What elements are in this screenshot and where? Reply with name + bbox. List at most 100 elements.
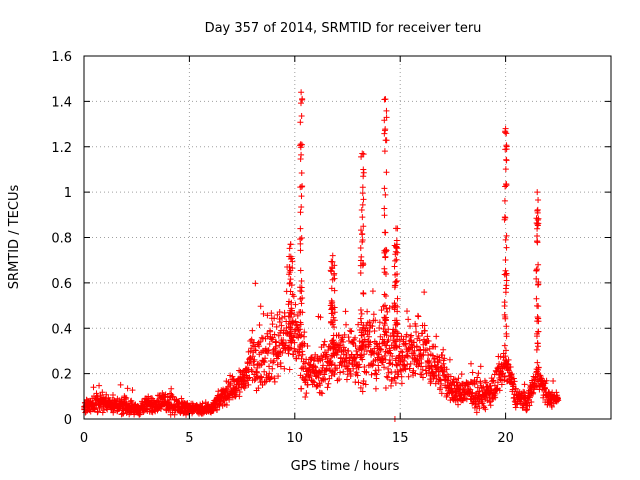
data-point <box>535 196 542 203</box>
data-point <box>324 365 331 372</box>
data-point <box>534 189 541 196</box>
data-point <box>260 310 267 317</box>
data-point <box>298 151 305 158</box>
data-point <box>357 384 364 391</box>
data-point <box>363 348 370 355</box>
data-point <box>388 382 395 389</box>
data-point <box>199 400 206 407</box>
data-point <box>381 322 388 329</box>
data-point <box>257 338 264 345</box>
data-point <box>413 329 420 336</box>
data-point <box>298 204 305 211</box>
data-point <box>438 390 445 397</box>
data-point <box>322 376 329 383</box>
data-point <box>279 314 286 321</box>
y-tick-label: 0 <box>64 413 72 428</box>
data-point <box>294 312 301 319</box>
data-point <box>468 390 475 397</box>
data-point <box>353 369 360 376</box>
data-point <box>328 361 335 368</box>
data-point <box>534 238 541 245</box>
data-point <box>258 334 265 341</box>
x-tick-label: 15 <box>392 431 409 446</box>
data-point <box>94 408 101 415</box>
data-point <box>299 95 306 102</box>
data-point <box>383 247 390 254</box>
data-point <box>383 314 390 321</box>
data-point <box>534 313 541 320</box>
data-point <box>320 362 327 369</box>
data-point <box>455 401 462 408</box>
data-point <box>381 117 388 124</box>
data-point <box>393 328 400 335</box>
data-point <box>535 278 542 285</box>
data-point <box>285 301 292 308</box>
x-tick-label: 10 <box>287 431 304 446</box>
data-point <box>251 377 258 384</box>
data-point <box>368 371 375 378</box>
data-point <box>328 353 335 360</box>
data-point <box>328 338 335 345</box>
data-point <box>437 384 444 391</box>
data-point <box>392 257 399 264</box>
data-point <box>503 270 510 277</box>
data-point <box>480 403 487 410</box>
data-point <box>502 347 509 354</box>
data-point <box>418 359 425 366</box>
data-point <box>303 390 310 397</box>
data-point <box>383 107 390 114</box>
data-point <box>235 384 242 391</box>
data-point <box>473 409 480 416</box>
data-point <box>313 383 320 390</box>
data-point <box>359 184 366 191</box>
data-point <box>393 237 400 244</box>
data-point <box>275 332 282 339</box>
data-point <box>301 329 308 336</box>
data-point <box>383 169 390 176</box>
data-point <box>391 374 398 381</box>
data-point <box>275 373 282 380</box>
y-tick-label: 1.6 <box>51 50 72 65</box>
data-point <box>256 321 263 328</box>
data-point <box>261 368 268 375</box>
data-point <box>402 340 409 347</box>
data-point <box>383 373 390 380</box>
data-point <box>375 367 382 374</box>
data-point <box>288 326 295 333</box>
data-point <box>236 367 243 374</box>
data-point <box>281 365 288 372</box>
data-point <box>511 378 518 385</box>
data-point <box>382 253 389 260</box>
data-point <box>393 344 400 351</box>
data-point <box>494 379 501 386</box>
data-point <box>389 353 396 360</box>
data-point <box>258 374 265 381</box>
data-point <box>426 357 433 364</box>
data-point <box>257 303 264 310</box>
data-point <box>501 197 508 204</box>
y-tick-label: 0.2 <box>51 368 72 383</box>
data-point <box>526 402 533 409</box>
data-point <box>376 319 383 326</box>
data-point <box>441 355 448 362</box>
data-point <box>324 384 331 391</box>
data-point <box>503 232 510 239</box>
data-point <box>535 328 542 335</box>
data-point <box>256 343 263 350</box>
data-point <box>438 380 445 387</box>
data-point <box>443 366 450 373</box>
data-point <box>331 343 338 350</box>
data-point <box>253 369 260 376</box>
data-point <box>503 244 510 251</box>
data-point <box>248 367 255 374</box>
data-point <box>412 323 419 330</box>
data-point <box>508 370 515 377</box>
data-point <box>287 314 294 321</box>
data-point <box>501 373 508 380</box>
data-point <box>276 318 283 325</box>
data-point <box>502 285 509 292</box>
data-point <box>297 333 304 340</box>
data-point <box>170 393 177 400</box>
y-axis-title: SRMTID / TECUs <box>7 185 22 290</box>
data-point <box>330 271 337 278</box>
